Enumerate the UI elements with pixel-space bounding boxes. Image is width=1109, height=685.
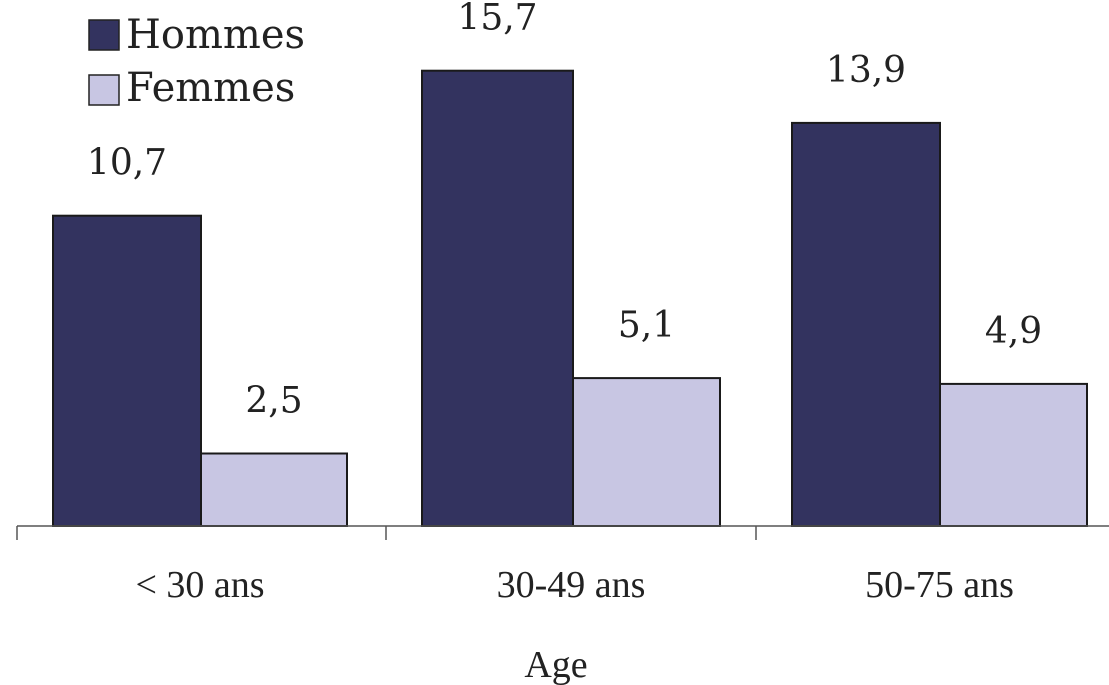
bar-femmes-2 xyxy=(939,382,1088,527)
legend: Hommes Femmes xyxy=(88,12,305,111)
legend-swatch-hommes xyxy=(88,19,120,51)
data-label-femmes-2: 4,9 xyxy=(985,311,1042,352)
data-label-femmes-1: 5,1 xyxy=(618,305,675,346)
x-axis-ticks xyxy=(16,526,757,540)
x-tick-label-2: 50-75 ans xyxy=(865,564,1014,606)
bar-hommes-1 xyxy=(421,69,574,527)
data-label-femmes-0: 2,5 xyxy=(245,381,302,422)
bar-hommes-2 xyxy=(791,121,941,528)
x-axis-title: Age xyxy=(524,644,587,685)
legend-swatch-femmes xyxy=(88,74,120,106)
x-tick-label-0: < 30 ans xyxy=(135,564,264,606)
data-label-hommes-1: 15,7 xyxy=(457,0,537,39)
x-tick-label-1: 30-49 ans xyxy=(497,564,646,606)
x-axis-tick-labels: < 30 ans 30-49 ans 50-75 ans xyxy=(135,564,1013,606)
data-label-hommes-2: 13,9 xyxy=(826,50,906,91)
legend-label-femmes: Femmes xyxy=(126,65,295,111)
data-labels: 10,7 2,5 15,7 5,1 13,9 4,9 xyxy=(87,0,1042,422)
data-label-hommes-0: 10,7 xyxy=(87,143,167,184)
bar-hommes-0 xyxy=(52,214,202,527)
bar-femmes-0 xyxy=(200,452,348,527)
bar-femmes-1 xyxy=(572,377,721,527)
legend-label-hommes: Hommes xyxy=(126,12,305,58)
bars xyxy=(52,69,1088,528)
